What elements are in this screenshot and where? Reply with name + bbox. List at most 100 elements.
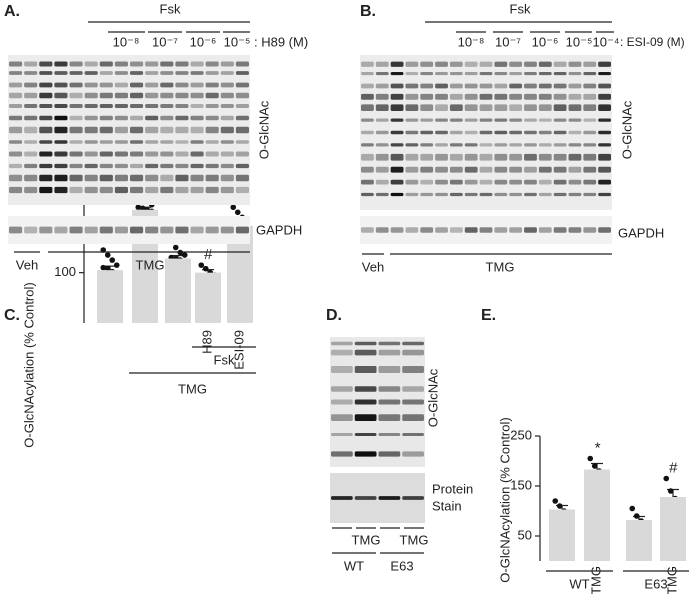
label: 10⁻⁷	[495, 34, 521, 49]
blot-band	[84, 103, 98, 109]
blot-band	[361, 143, 374, 147]
blot-band	[524, 166, 537, 173]
blot-band	[435, 130, 448, 135]
blot-band	[24, 140, 38, 144]
blot-band	[205, 115, 219, 121]
blot-band	[24, 126, 38, 134]
blot-band	[130, 115, 144, 121]
blot-band	[84, 186, 98, 194]
blot-band	[145, 115, 159, 121]
blot-band	[160, 126, 174, 134]
blot-band	[464, 118, 478, 122]
data-point	[552, 498, 559, 504]
label: 10⁻⁶	[190, 34, 217, 49]
blot-band	[354, 349, 377, 356]
blot-band	[190, 103, 204, 109]
blot-band	[598, 83, 611, 89]
blot-band	[375, 104, 389, 112]
blot-band	[524, 72, 537, 76]
blot-band	[553, 130, 567, 135]
blot-band	[553, 83, 567, 89]
blot-band	[160, 71, 174, 75]
blot-band	[405, 192, 419, 197]
blot-band	[39, 126, 53, 134]
blot-band	[538, 227, 552, 233]
blot-band	[205, 103, 219, 109]
label: 10⁻⁸	[113, 34, 140, 49]
blot-band	[24, 103, 38, 109]
blot-band	[235, 115, 249, 121]
blot-band	[235, 103, 249, 109]
blot-band	[84, 151, 98, 157]
blot-band	[449, 93, 463, 100]
blot-band	[524, 104, 537, 112]
blot-band	[54, 115, 68, 121]
blot-band	[479, 192, 493, 197]
blot-band	[54, 71, 68, 75]
blot-band	[160, 174, 174, 182]
group-label: TMG	[178, 381, 207, 396]
blot-band	[402, 366, 424, 373]
blot-band	[494, 130, 508, 135]
blot-band	[405, 227, 419, 233]
blot-band	[69, 140, 83, 144]
blot-band	[598, 61, 611, 67]
blot-band	[175, 163, 189, 169]
blot-band	[583, 61, 597, 67]
blot-band	[464, 227, 478, 233]
blot-band	[375, 72, 389, 76]
blot-band	[54, 140, 68, 144]
blot-band	[524, 192, 537, 197]
blot-band	[375, 130, 389, 135]
blot-band	[375, 179, 389, 185]
blot-band	[69, 151, 83, 157]
blot-band	[402, 496, 424, 500]
blot-band	[361, 93, 374, 100]
blot-band	[524, 153, 537, 161]
blot-band	[405, 153, 419, 161]
data-point	[587, 455, 594, 462]
blot-band	[509, 83, 523, 89]
blot-band	[509, 104, 523, 112]
blot-band	[449, 83, 463, 89]
blot-band	[420, 192, 434, 197]
blot-band	[538, 72, 552, 76]
blot-band	[568, 93, 582, 100]
blot-band	[479, 179, 493, 185]
label: 10⁻⁸	[458, 34, 485, 49]
blot-band	[390, 179, 404, 185]
blot-band	[494, 143, 508, 147]
blot-band	[69, 186, 83, 194]
blot	[8, 216, 250, 244]
label: TMG	[352, 532, 381, 547]
blot-band	[598, 118, 611, 122]
blot-band	[420, 93, 434, 100]
blot-band	[160, 140, 174, 144]
blot-band	[190, 71, 204, 75]
blot-band	[598, 153, 611, 161]
blot-band	[175, 92, 189, 99]
blot-band	[390, 72, 404, 76]
blot-band	[114, 226, 128, 234]
label: Protein	[432, 481, 473, 496]
blot-band	[190, 186, 204, 194]
blot-band	[354, 399, 377, 405]
blot-band	[354, 451, 377, 457]
label: Veh	[362, 259, 384, 274]
blot-band	[583, 130, 597, 135]
blot-band	[509, 118, 523, 122]
blot-band	[378, 386, 401, 392]
blot-band	[190, 126, 204, 134]
blot-band	[190, 92, 204, 99]
blot-band	[598, 104, 611, 112]
blot-band	[420, 143, 434, 147]
blot-band	[464, 143, 478, 147]
blot-band	[99, 103, 113, 109]
label: TMG	[136, 257, 165, 272]
panel-letter: B.	[360, 3, 376, 20]
blot-band	[420, 153, 434, 161]
blot-band	[84, 82, 98, 88]
blot-band	[405, 61, 419, 67]
blot-band	[69, 82, 83, 88]
